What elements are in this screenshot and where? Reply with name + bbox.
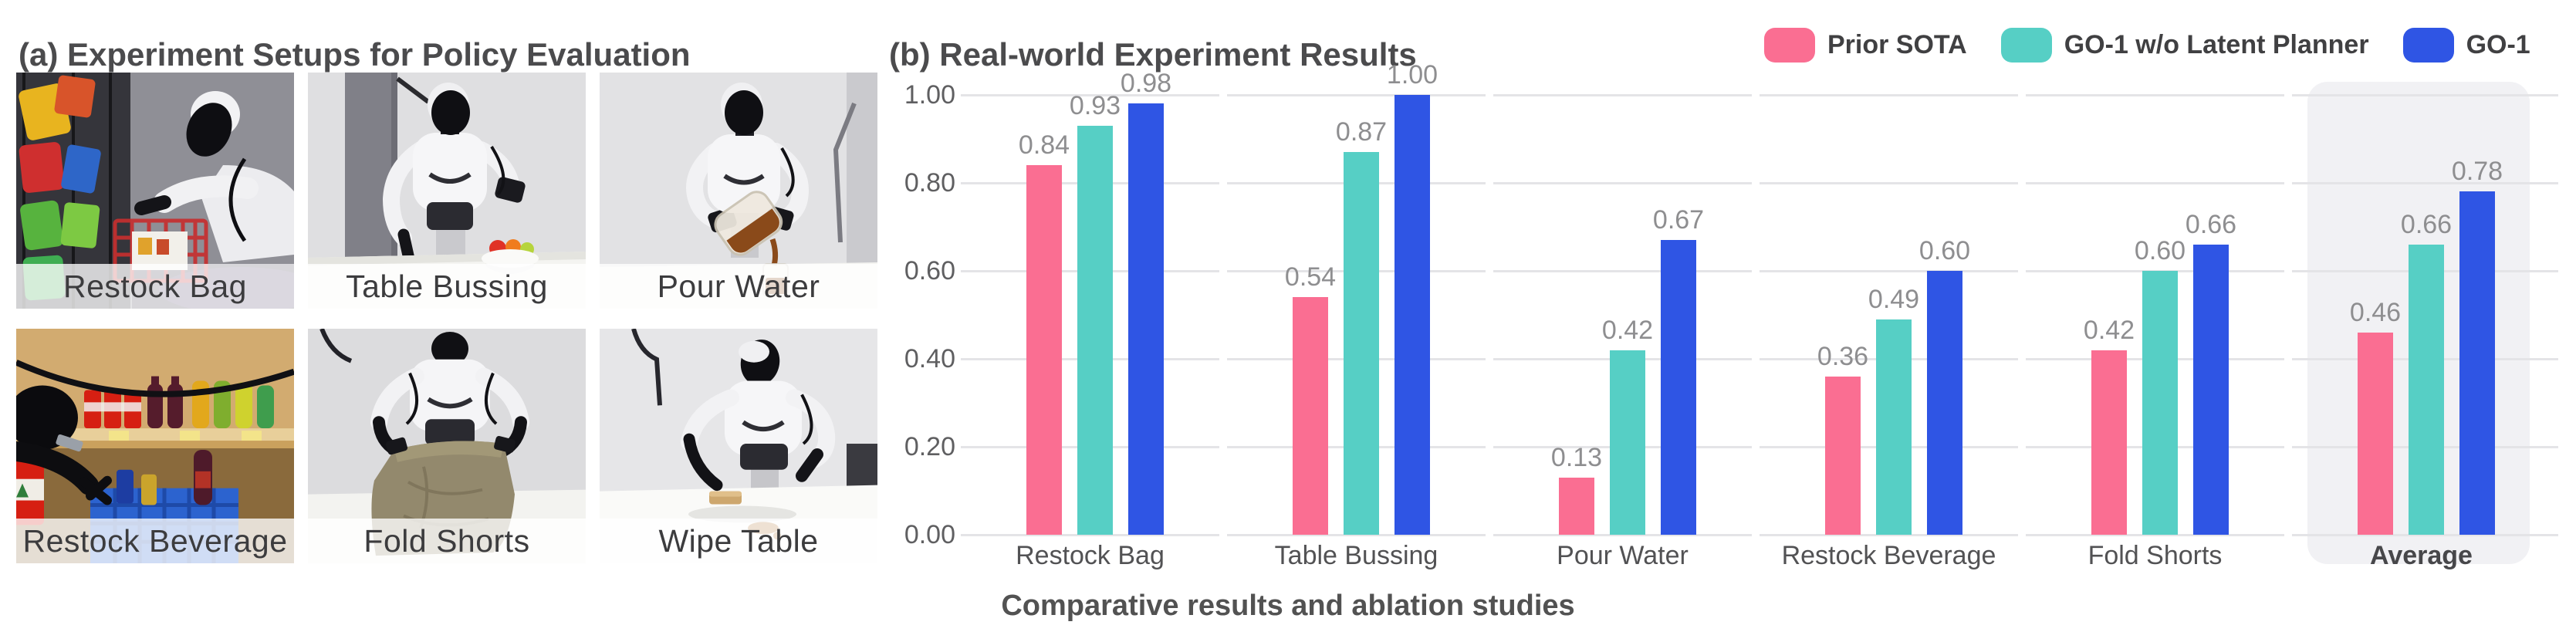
grid-line <box>2292 94 2558 96</box>
bar-value-label: 0.54 <box>1284 262 1337 292</box>
photo-label: Restock Beverage <box>16 519 294 563</box>
bar-prior-sota-fold-shorts <box>2091 350 2127 535</box>
bar-go-1-w-o-latent-planner-table-bussing <box>1344 152 1379 535</box>
y-tick-label: 0.40 <box>904 344 955 373</box>
y-tick-label: 1.00 <box>904 80 955 110</box>
bar-go-1-w-o-latent-planner-restock-beverage <box>1876 319 1912 535</box>
photo-label: Pour Water <box>600 264 877 309</box>
bar-go-1-fold-shorts <box>2193 245 2229 535</box>
bar-go-1-restock-bag <box>1128 103 1164 535</box>
chart-legend: Prior SOTA GO-1 w/o Latent Planner GO-1 <box>1764 28 2530 63</box>
photo-label: Fold Shorts <box>308 519 586 563</box>
legend-swatch-go1 <box>2402 28 2454 63</box>
grid-line <box>2292 182 2558 184</box>
bar-go-1-w-o-latent-planner-restock-bag <box>1077 126 1113 535</box>
bar-prior-sota-restock-bag <box>1026 165 1062 535</box>
bar-value-label: 0.49 <box>1868 285 1920 314</box>
bar-prior-sota-pour-water <box>1559 478 1594 535</box>
figure-caption: Comparative results and ablation studies <box>1001 590 1575 622</box>
legend-label: GO-1 w/o Latent Planner <box>2064 30 2369 59</box>
grid-line <box>1760 182 2018 184</box>
bar-go-1-w-o-latent-planner-pour-water <box>1610 350 1645 535</box>
grid-line <box>961 94 1219 96</box>
legend-item-go1: GO-1 <box>2402 28 2530 63</box>
bar-value-label: 0.36 <box>1817 342 1869 371</box>
grid-line <box>1493 182 1752 184</box>
bar-value-label: 0.66 <box>2400 210 2453 239</box>
photo-restock-bag: Restock Bag <box>16 73 294 309</box>
bar-prior-sota-restock-beverage <box>1825 377 1861 535</box>
photo-label: Table Bussing <box>308 264 586 309</box>
bar-value-label: 0.98 <box>1120 69 1172 98</box>
bar-value-label: 0.93 <box>1069 91 1121 120</box>
grid-line <box>1760 534 2018 536</box>
bar-value-label: 0.87 <box>1335 117 1388 147</box>
bar-value-label: 0.84 <box>1018 130 1070 160</box>
bar-prior-sota-table-bussing <box>1293 297 1328 535</box>
bar-value-label: 0.46 <box>2349 298 2402 327</box>
photo-label: Restock Bag <box>16 264 294 309</box>
bar-value-label: 0.67 <box>1652 205 1705 235</box>
grid-line <box>1493 94 1752 96</box>
y-tick-label: 0.80 <box>904 168 955 198</box>
grid-line <box>1760 94 2018 96</box>
bar-value-label: 0.13 <box>1550 443 1603 472</box>
bar-go-1-average <box>2459 191 2495 535</box>
legend-item-prior-sota: Prior SOTA <box>1764 28 1967 63</box>
bar-value-label: 0.66 <box>2185 210 2237 239</box>
grid-line <box>2026 182 2284 184</box>
x-tick-label: Restock Beverage <box>1781 541 1996 570</box>
x-tick-label: Fold Shorts <box>2088 541 2223 570</box>
photo-fold-shorts: Fold Shorts <box>308 329 586 563</box>
bar-value-label: 0.60 <box>2134 236 2186 265</box>
bar-value-label: 0.42 <box>2083 316 2135 345</box>
panel-b-title: (b) Real-world Experiment Results <box>889 35 1417 73</box>
photo-restock-beverage: Restock Beverage <box>16 329 294 563</box>
bar-value-label: 0.78 <box>2451 157 2503 186</box>
grid-line <box>2026 94 2284 96</box>
x-tick-label: Table Bussing <box>1274 541 1438 570</box>
bar-value-label: 0.42 <box>1601 316 1654 345</box>
bar-prior-sota-average <box>2358 333 2393 535</box>
bar-go-1-w-o-latent-planner-average <box>2409 245 2444 535</box>
grid-line <box>2026 534 2284 536</box>
legend-swatch-prior-sota <box>1764 28 1815 63</box>
x-tick-label: Pour Water <box>1557 541 1689 570</box>
bar-go-1-w-o-latent-planner-fold-shorts <box>2142 271 2178 535</box>
x-tick-label: Average <box>2370 541 2473 570</box>
bar-value-label: 1.00 <box>1386 60 1438 90</box>
grid-line <box>1493 534 1752 536</box>
y-tick-label: 0.00 <box>904 520 955 549</box>
bar-go-1-pour-water <box>1661 240 1696 535</box>
photo-table-bussing: Table Bussing <box>308 73 586 309</box>
bar-value-label: 0.60 <box>1918 236 1971 265</box>
y-tick-label: 0.20 <box>904 432 955 461</box>
grid-line <box>1760 270 2018 272</box>
grid-line <box>1493 270 1752 272</box>
bar-go-1-table-bussing <box>1394 95 1430 535</box>
bar-go-1-restock-beverage <box>1927 271 1962 535</box>
legend-label: Prior SOTA <box>1827 30 1967 59</box>
photo-pour-water: Pour Water <box>600 73 877 309</box>
panel-a-title: (a) Experiment Setups for Policy Evaluat… <box>19 35 691 73</box>
x-tick-label: Restock Bag <box>1016 541 1165 570</box>
y-tick-label: 0.60 <box>904 256 955 286</box>
legend-item-go1-wo-latent-planner: GO-1 w/o Latent Planner <box>2000 28 2369 63</box>
photo-wipe-table: Wipe Table <box>600 329 877 563</box>
photo-label: Wipe Table <box>600 519 877 563</box>
legend-label: GO-1 <box>2466 30 2530 59</box>
grid-line <box>1227 534 1486 536</box>
legend-swatch-go1-wo-latent-planner <box>2000 28 2052 63</box>
grid-line <box>961 534 1219 536</box>
grid-line <box>1227 94 1486 96</box>
grid-line <box>2292 534 2558 536</box>
